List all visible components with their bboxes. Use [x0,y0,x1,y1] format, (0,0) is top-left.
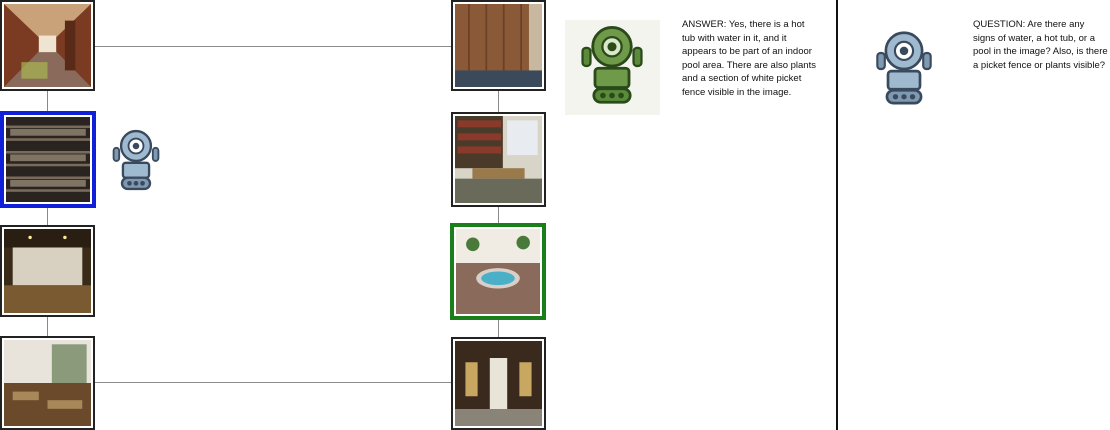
library-shelves-image [455,116,542,203]
connector-right-1 [498,91,499,112]
robot-icon [108,127,164,193]
empty-room-image [4,229,91,313]
connector-bottom [95,382,453,383]
image-tile-library-window[interactable] [0,336,95,430]
library-window-image [4,340,91,426]
answer-body: Yes, there is a hot tub with water in it… [682,19,816,98]
connector-top [95,46,453,47]
question-prefix: QUESTION: [973,19,1026,30]
wine-cellar-image [6,117,90,202]
question-text: QUESTION: Are there any signs of water, … [973,18,1108,98]
questioner-robot-icon [872,30,936,108]
hot-tub-image [456,229,540,314]
arched-doorway-image [455,341,542,426]
connector-left-3 [47,317,48,336]
image-tile-wine-cellar[interactable] [0,111,96,208]
connector-right-3 [498,320,499,337]
connector-left-2 [47,208,48,225]
image-tile-wood-panel-room[interactable] [451,0,546,91]
answer-text: ANSWER: Yes, there is a hot tub with wat… [682,18,817,124]
image-tile-library-shelves[interactable] [451,112,546,207]
panel-divider [836,0,838,430]
question-body: Are there any signs of water, a hot tub,… [973,19,1108,71]
image-tile-empty-room[interactable] [0,225,95,317]
image-tile-hot-tub[interactable] [450,223,546,320]
wood-panel-image [455,4,542,87]
answer-prefix: ANSWER: [682,19,727,30]
image-tile-hallway[interactable] [0,0,95,91]
hallway-image [4,4,91,87]
green-robot-icon [578,25,646,107]
image-tile-arched-doorway[interactable] [451,337,546,430]
connector-left-1 [47,91,48,111]
connector-right-2 [498,207,499,223]
